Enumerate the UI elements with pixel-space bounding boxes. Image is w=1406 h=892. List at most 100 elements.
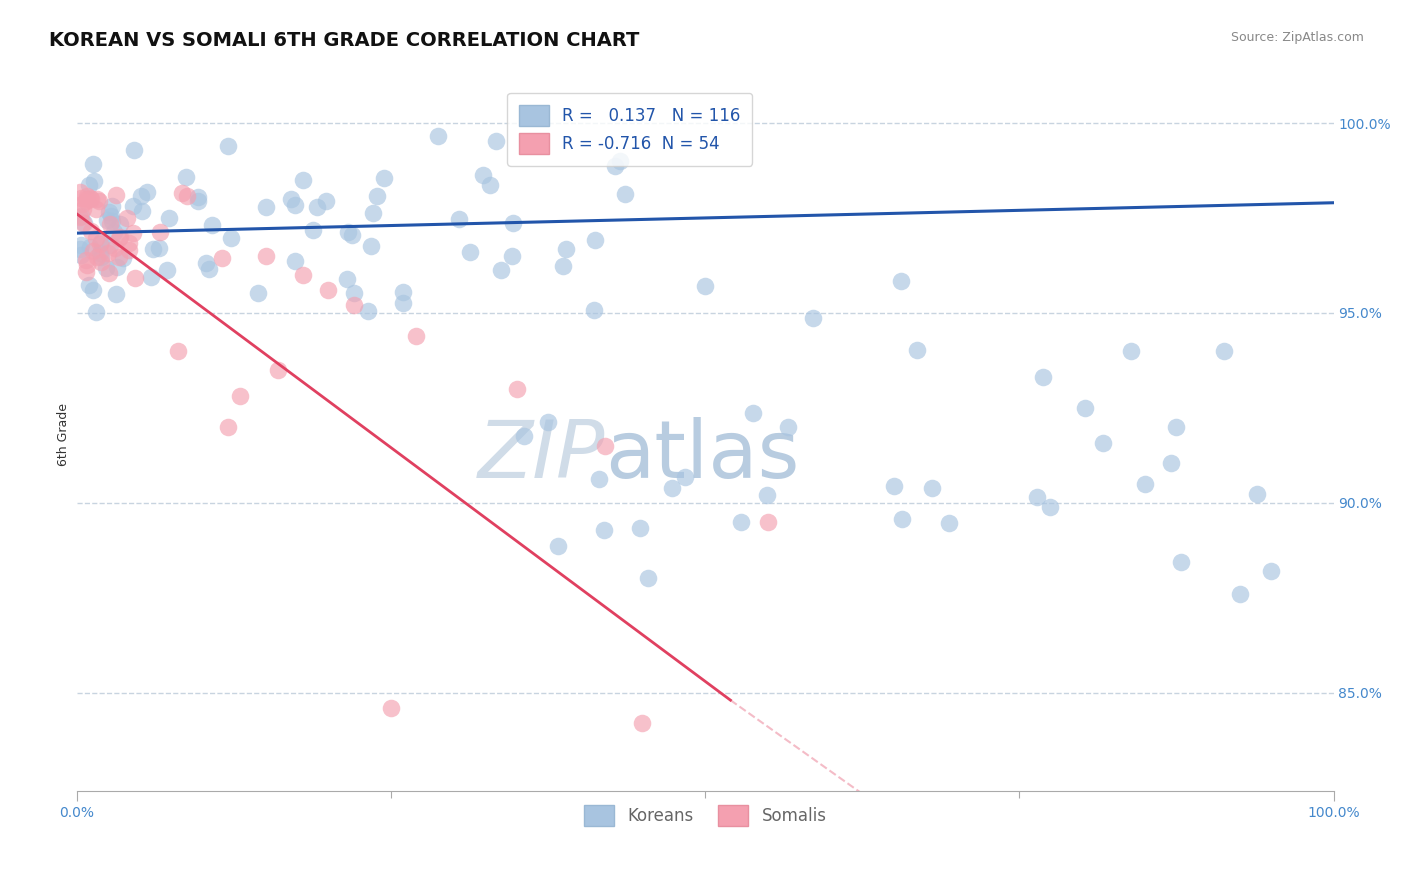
Point — [592, 523, 614, 537]
Point — [1260, 565, 1282, 579]
Point — [75, 194, 97, 209]
Point — [502, 216, 524, 230]
Point — [70, 197, 93, 211]
Point — [108, 217, 131, 231]
Point — [1212, 344, 1234, 359]
Point — [1229, 587, 1251, 601]
Point — [75, 265, 97, 279]
Point — [583, 303, 606, 318]
Point — [69, 209, 91, 223]
Point — [80, 192, 103, 206]
Point — [405, 328, 427, 343]
Point — [1074, 401, 1097, 415]
Point — [247, 286, 270, 301]
Point — [472, 168, 495, 182]
Point — [217, 139, 239, 153]
Text: atlas: atlas — [605, 417, 799, 495]
Point — [392, 285, 415, 300]
Point — [131, 203, 153, 218]
Point — [70, 237, 93, 252]
Point — [187, 194, 209, 208]
Point — [921, 481, 943, 495]
Point — [337, 225, 360, 239]
Point — [628, 521, 651, 535]
Point — [742, 406, 765, 420]
Point — [70, 248, 93, 262]
Point — [101, 214, 124, 228]
Point — [166, 343, 188, 358]
Point — [139, 269, 162, 284]
Point — [217, 419, 239, 434]
Point — [82, 244, 104, 258]
Point — [695, 279, 717, 293]
Point — [1032, 370, 1054, 384]
Point — [1026, 490, 1049, 504]
Point — [90, 255, 112, 269]
Point — [84, 231, 107, 245]
Point — [103, 225, 125, 239]
Point — [97, 246, 120, 260]
Point — [79, 240, 101, 254]
Point — [501, 249, 523, 263]
Text: KOREAN VS SOMALI 6TH GRADE CORRELATION CHART: KOREAN VS SOMALI 6TH GRADE CORRELATION C… — [49, 31, 640, 50]
Point — [157, 211, 180, 225]
Point — [426, 128, 449, 143]
Point — [447, 212, 470, 227]
Point — [148, 241, 170, 255]
Point — [938, 516, 960, 530]
Point — [122, 143, 145, 157]
Point — [391, 296, 413, 310]
Point — [292, 268, 315, 282]
Point — [105, 260, 128, 274]
Point — [129, 189, 152, 203]
Point — [342, 298, 364, 312]
Point — [82, 157, 104, 171]
Point — [905, 343, 928, 357]
Point — [613, 187, 636, 202]
Point — [73, 216, 96, 230]
Point — [90, 250, 112, 264]
Point — [254, 200, 277, 214]
Point — [585, 233, 607, 247]
Point — [87, 194, 110, 208]
Point — [72, 216, 94, 230]
Point — [172, 186, 194, 200]
Point — [149, 225, 172, 239]
Point — [254, 249, 277, 263]
Point — [76, 192, 98, 206]
Point — [883, 479, 905, 493]
Point — [84, 305, 107, 319]
Point — [756, 515, 779, 529]
Point — [98, 238, 121, 252]
Point — [318, 283, 340, 297]
Point — [69, 191, 91, 205]
Text: ZIP: ZIP — [478, 417, 605, 495]
Point — [72, 202, 94, 216]
Point — [756, 488, 779, 502]
Point — [291, 173, 314, 187]
Point — [1246, 487, 1268, 501]
Point — [778, 420, 800, 434]
Point — [588, 472, 610, 486]
Point — [460, 245, 482, 260]
Point — [77, 278, 100, 293]
Point — [107, 251, 129, 265]
Point — [1039, 500, 1062, 515]
Point — [90, 235, 112, 249]
Point — [547, 539, 569, 553]
Point — [284, 254, 307, 268]
Point — [89, 236, 111, 251]
Point — [301, 222, 323, 236]
Point — [1170, 555, 1192, 569]
Point — [75, 253, 97, 268]
Point — [76, 189, 98, 203]
Point — [551, 260, 574, 274]
Point — [219, 231, 242, 245]
Point — [361, 206, 384, 220]
Point — [1164, 420, 1187, 434]
Point — [1092, 436, 1115, 450]
Point — [156, 262, 179, 277]
Point — [118, 235, 141, 250]
Point — [122, 226, 145, 240]
Point — [86, 202, 108, 217]
